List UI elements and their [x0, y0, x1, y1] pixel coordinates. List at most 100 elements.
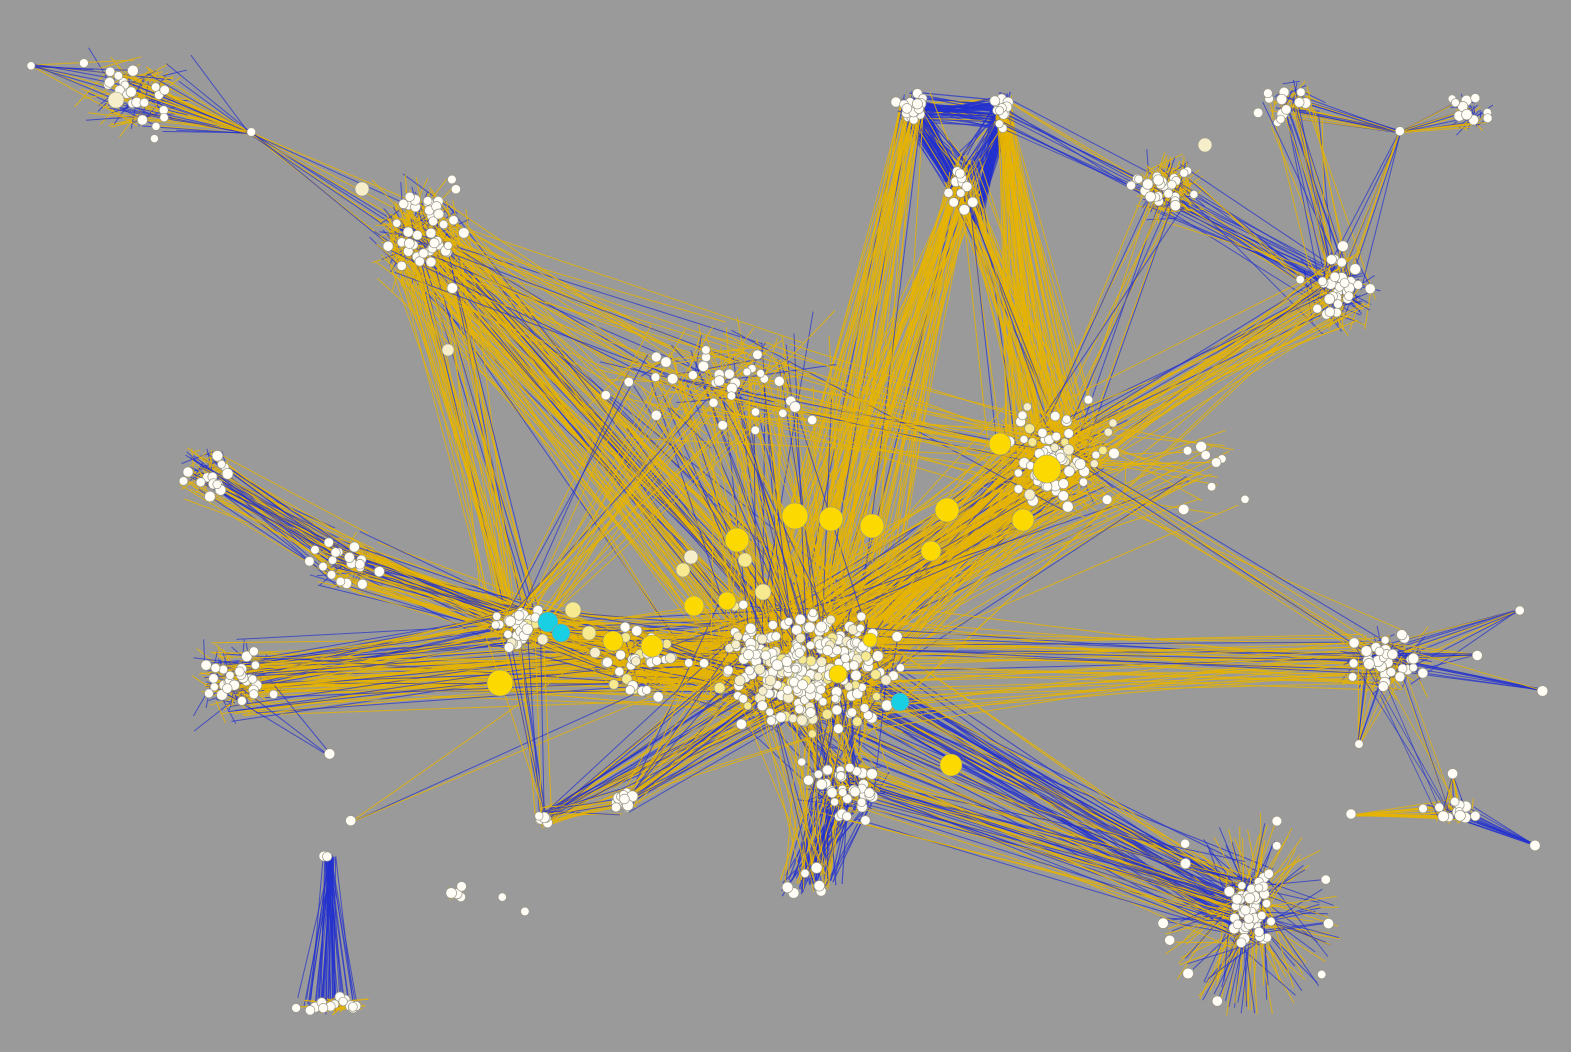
graph-node[interactable] [1296, 87, 1306, 97]
graph-node[interactable] [200, 659, 212, 671]
graph-node[interactable] [422, 196, 433, 206]
graph-node[interactable] [773, 375, 785, 387]
graph-node[interactable] [438, 219, 449, 230]
graph-node[interactable] [208, 673, 219, 684]
graph-node[interactable] [503, 629, 513, 639]
graph-node[interactable] [1050, 410, 1061, 422]
graph-node[interactable] [1062, 443, 1075, 456]
graph-node[interactable] [268, 689, 279, 699]
graph-node[interactable] [701, 345, 711, 355]
graph-node[interactable] [318, 561, 328, 572]
graph-node[interactable] [666, 373, 679, 385]
graph-node[interactable] [1179, 858, 1192, 870]
graph-node[interactable] [1360, 645, 1373, 657]
graph-node[interactable] [1272, 841, 1282, 851]
graph-node[interactable] [113, 71, 124, 81]
graph-node[interactable] [343, 551, 355, 563]
graph-node[interactable] [318, 1003, 329, 1014]
graph-node[interactable] [1152, 174, 1164, 186]
graph-node[interactable] [1276, 93, 1288, 105]
graph-node[interactable] [1108, 418, 1118, 428]
graph-node[interactable] [717, 420, 728, 431]
graph-node[interactable] [1134, 174, 1144, 184]
graph-node[interactable] [222, 683, 233, 694]
graph-node[interactable] [304, 556, 315, 567]
graph-node[interactable] [104, 76, 116, 88]
graph-node[interactable] [742, 367, 752, 377]
graph-node[interactable] [456, 881, 467, 892]
graph-node[interactable] [756, 369, 765, 378]
graph-node[interactable] [1470, 93, 1481, 104]
graph-node[interactable] [1324, 306, 1336, 318]
graph-node[interactable] [1210, 457, 1222, 468]
graph-node[interactable] [989, 95, 1001, 107]
graph-node[interactable] [1253, 926, 1265, 938]
graph-node[interactable] [1042, 481, 1053, 492]
graph-node[interactable] [1223, 885, 1235, 898]
graph-node[interactable] [323, 537, 334, 548]
graph-node[interactable] [955, 168, 966, 179]
graph-node[interactable] [412, 230, 423, 241]
graph-node[interactable] [212, 479, 222, 490]
graph-node[interactable] [182, 466, 194, 478]
graph-node[interactable] [225, 670, 235, 680]
graph-node[interactable] [948, 197, 959, 208]
graph-node[interactable] [1470, 810, 1481, 822]
graph-node[interactable] [1182, 967, 1194, 980]
graph-node[interactable] [536, 633, 549, 646]
graph-node[interactable] [1449, 796, 1460, 807]
graph-node[interactable] [1482, 113, 1493, 124]
graph-node[interactable] [458, 227, 470, 239]
graph-node[interactable] [1312, 303, 1323, 314]
graph-node[interactable] [1262, 899, 1272, 909]
graph-node[interactable] [1091, 450, 1101, 460]
graph-node[interactable] [211, 450, 224, 462]
graph-node[interactable] [650, 409, 662, 421]
graph-node[interactable] [1058, 478, 1069, 490]
graph-node[interactable] [178, 476, 189, 486]
graph-node[interactable] [1337, 240, 1349, 252]
graph-node[interactable] [1062, 414, 1072, 424]
graph-node[interactable] [697, 360, 710, 372]
graph-node[interactable] [491, 620, 500, 630]
graph-node[interactable] [503, 642, 515, 653]
graph-node[interactable] [357, 578, 368, 590]
graph-node[interactable] [911, 98, 923, 110]
graph-node[interactable] [752, 349, 763, 360]
graph-node[interactable] [1200, 450, 1211, 461]
graph-node[interactable] [396, 260, 407, 271]
graph-node[interactable] [1061, 500, 1074, 513]
graph-node[interactable] [1063, 428, 1074, 439]
graph-node[interactable] [1211, 995, 1223, 1007]
graph-node[interactable] [1169, 200, 1181, 212]
graph-node[interactable] [1024, 423, 1035, 434]
graph-node[interactable] [1374, 646, 1385, 657]
graph-node[interactable] [250, 660, 260, 670]
graph-node[interactable] [1083, 394, 1094, 405]
graph-node[interactable] [1437, 810, 1450, 823]
graph-node[interactable] [1182, 445, 1193, 456]
graph-node[interactable] [1051, 431, 1062, 442]
graph-node[interactable] [1394, 671, 1406, 683]
graph-node[interactable] [392, 218, 402, 228]
graph-node[interactable] [687, 370, 698, 381]
graph-node[interactable] [382, 240, 394, 252]
graph-node[interactable] [1244, 892, 1256, 904]
graph-node[interactable] [1074, 458, 1087, 470]
graph-node[interactable] [105, 66, 116, 77]
graph-node[interactable] [248, 674, 258, 684]
graph-node[interactable] [623, 376, 634, 388]
graph-node[interactable] [195, 477, 206, 488]
graph-node[interactable] [1326, 254, 1337, 265]
graph-node[interactable] [1387, 648, 1399, 660]
graph-node[interactable] [218, 664, 229, 675]
graph-node[interactable] [1232, 919, 1243, 930]
graph-node[interactable] [497, 892, 507, 902]
graph-node[interactable] [1347, 672, 1358, 682]
graph-node[interactable] [958, 204, 970, 216]
graph-node[interactable] [304, 1005, 316, 1016]
graph-node[interactable] [956, 188, 966, 198]
graph-node[interactable] [789, 401, 801, 413]
